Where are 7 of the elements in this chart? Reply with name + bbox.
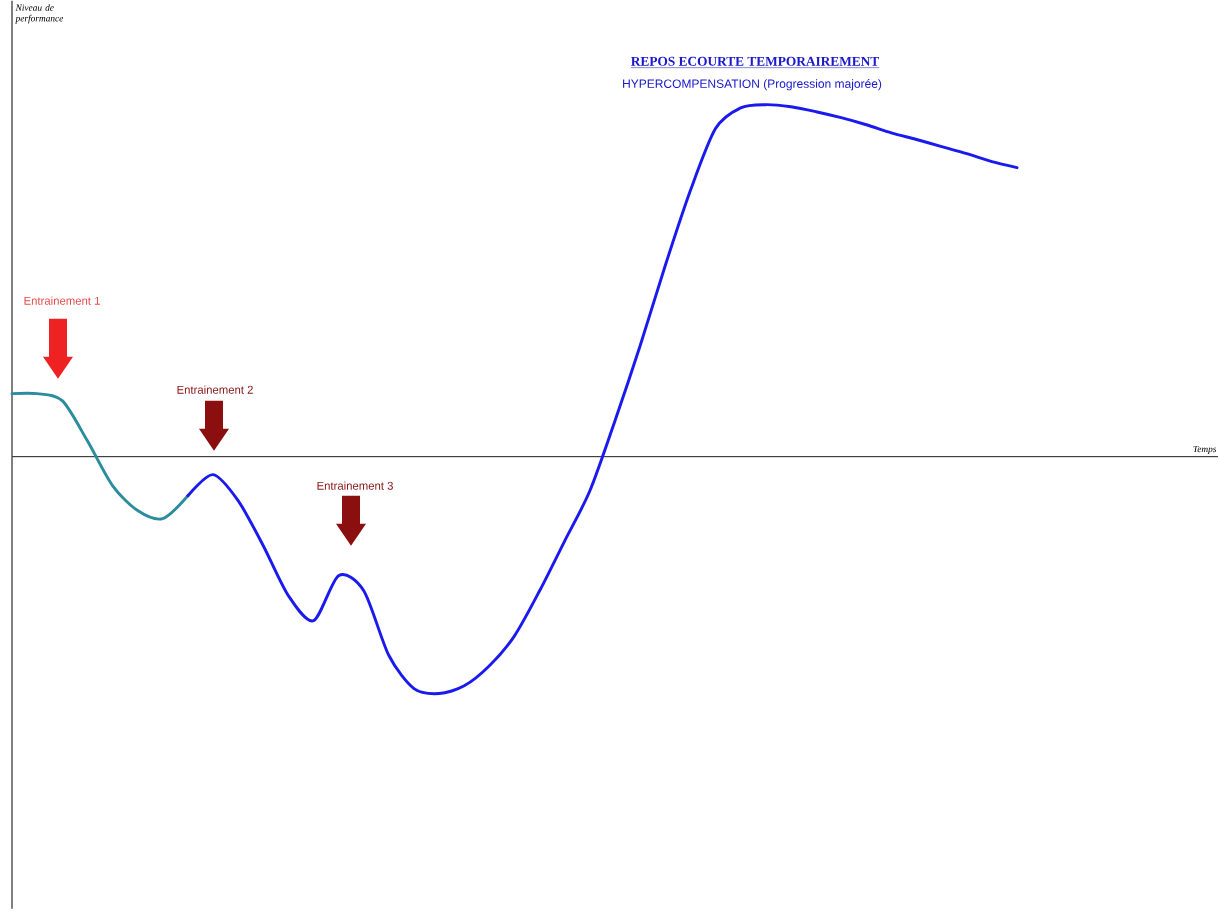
chart-subtitle: HYPERCOMPENSATION (Progression majorée) bbox=[623, 78, 882, 91]
annotation: Entrainement 2 bbox=[177, 385, 253, 394]
annotation: Entrainement 1 bbox=[24, 296, 100, 305]
text: Niveau de performance bbox=[15, 4, 64, 24]
text: Temps bbox=[1193, 445, 1217, 454]
annotation: Entrainement 3 bbox=[317, 481, 393, 490]
chart-title: REPOS ECOURTE TEMPORAIREMENT bbox=[631, 56, 880, 66]
